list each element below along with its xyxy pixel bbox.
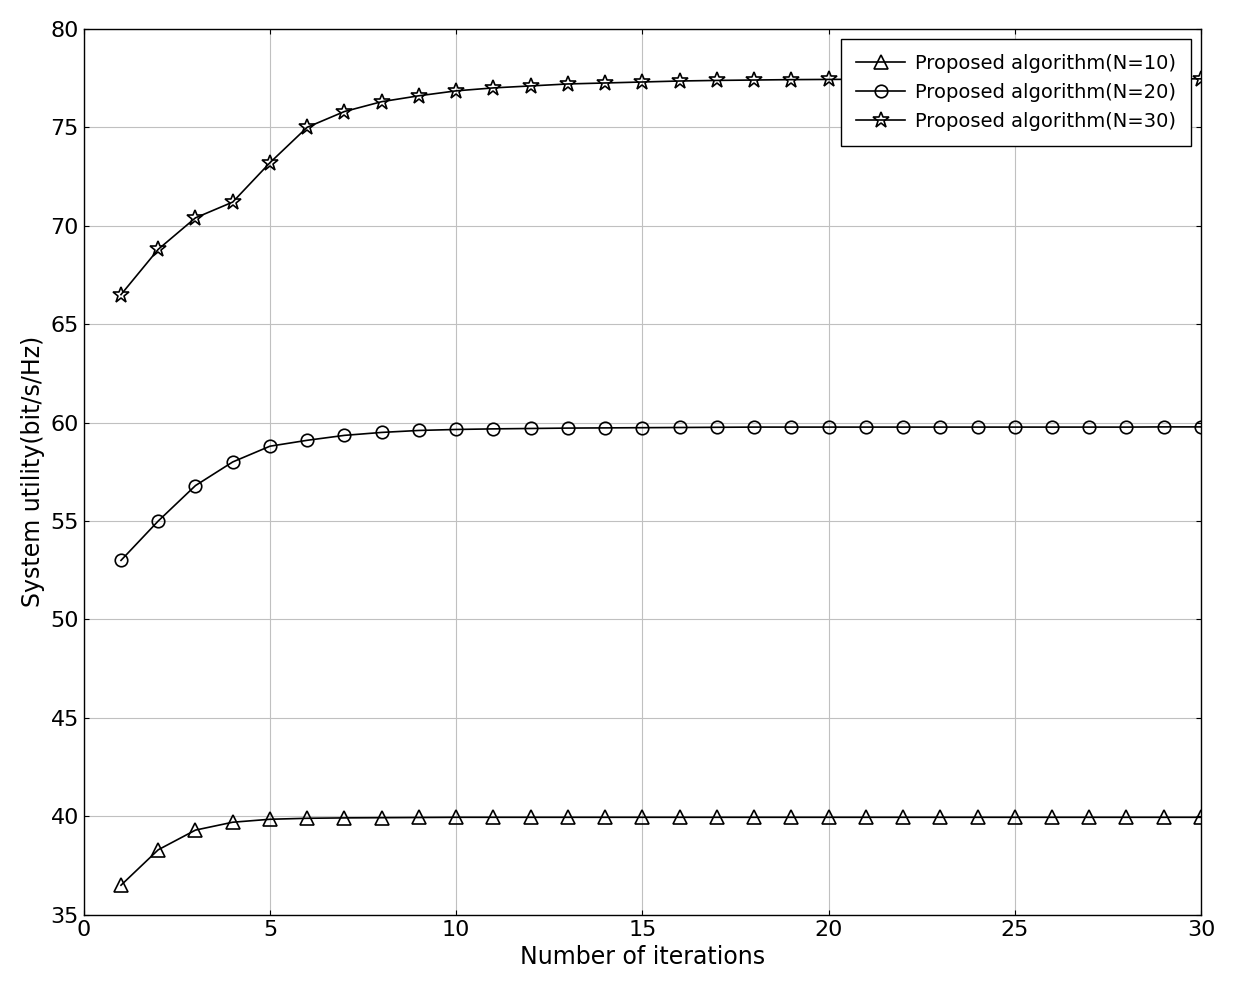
Proposed algorithm(N=10) [560,812,575,824]
Proposed algorithm(N=10) [225,817,240,829]
Proposed algorithm(N=20) [300,435,315,446]
X-axis label: Number of iterations: Number of iterations [520,945,765,969]
Line: Proposed algorithm(N=30): Proposed algorithm(N=30) [112,70,1209,303]
Proposed algorithm(N=20) [821,421,836,433]
Proposed algorithm(N=20) [635,422,650,434]
Proposed algorithm(N=10) [1044,812,1059,824]
Proposed algorithm(N=30) [412,90,426,102]
Proposed algorithm(N=20) [1157,421,1172,433]
Proposed algorithm(N=20) [933,421,948,433]
Proposed algorithm(N=30) [114,289,129,301]
Proposed algorithm(N=30) [523,80,538,92]
Proposed algorithm(N=20) [709,422,724,434]
Proposed algorithm(N=30) [300,122,315,134]
Proposed algorithm(N=20) [1194,421,1209,433]
Proposed algorithm(N=20) [375,427,389,439]
Proposed algorithm(N=20) [337,430,352,442]
Proposed algorithm(N=10) [523,812,538,824]
Proposed algorithm(N=30) [672,75,687,87]
Proposed algorithm(N=20) [412,425,426,437]
Proposed algorithm(N=20) [896,421,911,433]
Proposed algorithm(N=30) [970,73,985,85]
Proposed algorithm(N=10) [412,812,426,824]
Proposed algorithm(N=30) [225,196,240,208]
Proposed algorithm(N=20) [560,422,575,434]
Proposed algorithm(N=10) [747,812,761,824]
Proposed algorithm(N=10) [896,812,911,824]
Proposed algorithm(N=10) [635,812,650,824]
Proposed algorithm(N=30) [635,76,650,88]
Proposed algorithm(N=20) [784,421,798,433]
Proposed algorithm(N=20) [262,441,277,452]
Proposed algorithm(N=30) [151,244,166,255]
Proposed algorithm(N=30) [188,212,203,224]
Proposed algorithm(N=10) [858,812,873,824]
Proposed algorithm(N=30) [709,74,724,86]
Proposed algorithm(N=10) [1082,812,1096,824]
Proposed algorithm(N=20) [858,421,873,433]
Proposed algorithm(N=20) [598,422,613,434]
Proposed algorithm(N=10) [933,812,948,824]
Proposed algorithm(N=30) [1194,73,1209,85]
Proposed algorithm(N=20) [449,424,464,436]
Proposed algorithm(N=20) [1082,421,1096,433]
Proposed algorithm(N=30) [1157,73,1172,85]
Proposed algorithm(N=30) [1082,73,1096,85]
Proposed algorithm(N=10) [114,879,129,891]
Proposed algorithm(N=10) [262,814,277,826]
Proposed algorithm(N=20) [486,423,501,435]
Proposed algorithm(N=20) [1044,421,1059,433]
Proposed algorithm(N=30) [486,82,501,94]
Proposed algorithm(N=10) [188,824,203,836]
Proposed algorithm(N=30) [560,78,575,90]
Proposed algorithm(N=10) [1157,812,1172,824]
Proposed algorithm(N=10) [672,812,687,824]
Proposed algorithm(N=30) [1119,73,1133,85]
Proposed algorithm(N=30) [598,77,613,89]
Proposed algorithm(N=10) [1119,812,1133,824]
Proposed algorithm(N=10) [375,812,389,824]
Proposed algorithm(N=20) [1007,421,1022,433]
Proposed algorithm(N=10) [151,843,166,855]
Proposed algorithm(N=10) [1194,812,1209,824]
Proposed algorithm(N=20) [151,515,166,527]
Proposed algorithm(N=30) [337,106,352,118]
Proposed algorithm(N=10) [449,812,464,824]
Proposed algorithm(N=10) [486,812,501,824]
Proposed algorithm(N=30) [858,73,873,85]
Proposed algorithm(N=20) [225,456,240,468]
Proposed algorithm(N=10) [598,812,613,824]
Proposed algorithm(N=20) [747,421,761,433]
Proposed algorithm(N=30) [821,73,836,85]
Proposed algorithm(N=20) [114,554,129,566]
Proposed algorithm(N=30) [1044,73,1059,85]
Proposed algorithm(N=30) [896,73,911,85]
Proposed algorithm(N=10) [784,812,798,824]
Proposed algorithm(N=30) [747,74,761,86]
Proposed algorithm(N=10) [337,812,352,824]
Proposed algorithm(N=30) [1007,73,1022,85]
Legend: Proposed algorithm(N=10), Proposed algorithm(N=20), Proposed algorithm(N=30): Proposed algorithm(N=10), Proposed algor… [840,39,1192,147]
Proposed algorithm(N=30) [449,85,464,97]
Proposed algorithm(N=10) [970,812,985,824]
Line: Proposed algorithm(N=20): Proposed algorithm(N=20) [115,421,1208,566]
Proposed algorithm(N=30) [933,73,948,85]
Line: Proposed algorithm(N=10): Proposed algorithm(N=10) [114,811,1208,892]
Proposed algorithm(N=20) [188,479,203,491]
Proposed algorithm(N=10) [1007,812,1022,824]
Proposed algorithm(N=10) [821,812,836,824]
Proposed algorithm(N=20) [523,423,538,435]
Proposed algorithm(N=20) [970,421,985,433]
Proposed algorithm(N=30) [784,73,798,85]
Proposed algorithm(N=20) [1119,421,1133,433]
Proposed algorithm(N=10) [300,813,315,825]
Proposed algorithm(N=30) [375,96,389,108]
Y-axis label: System utility(bit/s/Hz): System utility(bit/s/Hz) [21,337,44,608]
Proposed algorithm(N=10) [709,812,724,824]
Proposed algorithm(N=30) [262,156,277,168]
Proposed algorithm(N=20) [672,422,687,434]
